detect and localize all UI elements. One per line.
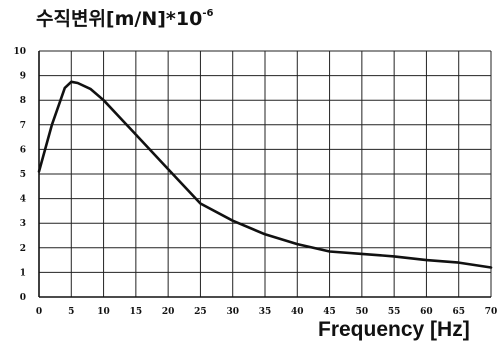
y-tick-label: 8 <box>20 96 26 106</box>
x-tick-label: 15 <box>130 307 143 317</box>
x-tick-label: 0 <box>36 307 42 317</box>
x-tick-label: 65 <box>452 307 465 317</box>
y-axis-label: 수직변위[m/N]*10-6 <box>36 4 213 31</box>
x-tick-label: 30 <box>226 307 239 317</box>
x-tick-label: 35 <box>259 307 272 317</box>
x-tick-label: 40 <box>291 307 304 317</box>
x-tick-label: 70 <box>485 307 498 317</box>
series-line-0 <box>37 80 493 269</box>
x-tick-label: 60 <box>420 307 433 317</box>
x-tick-label: 55 <box>388 307 401 317</box>
x-tick-label: 45 <box>323 307 336 317</box>
y-tick-label: 7 <box>20 121 26 131</box>
x-axis-label: Frequency [Hz] <box>318 318 470 341</box>
y-tick-label: 2 <box>20 244 26 254</box>
x-tick-label: 20 <box>162 307 175 317</box>
y-tick-label: 6 <box>20 145 26 155</box>
y-tick-label: 3 <box>20 219 26 229</box>
y-tick-label: 0 <box>20 293 26 303</box>
y-tick-label: 4 <box>20 195 26 205</box>
y-tick-label: 1 <box>20 268 26 278</box>
y-axis-label-main: 수직변위[m/N]*10 <box>36 8 203 30</box>
y-tick-label: 5 <box>20 170 26 180</box>
x-tick-label: 10 <box>97 307 110 317</box>
x-tick-label: 50 <box>356 307 369 317</box>
x-tick-label: 5 <box>68 307 74 317</box>
y-tick-label: 10 <box>13 47 26 57</box>
y-tick-label: 9 <box>20 72 26 82</box>
y-axis-label-exponent: -6 <box>202 7 214 19</box>
x-tick-label: 25 <box>194 307 207 317</box>
